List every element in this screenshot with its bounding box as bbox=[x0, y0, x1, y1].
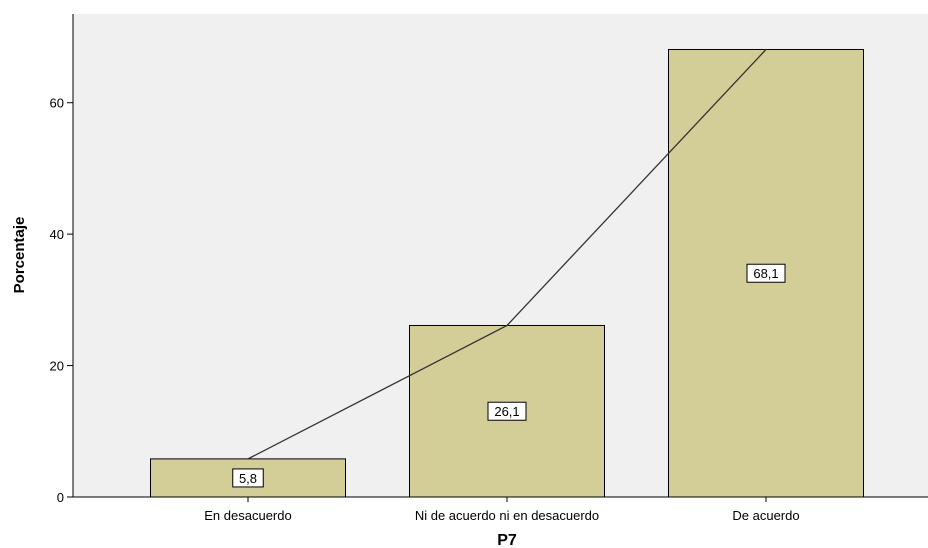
data-label-box-1 bbox=[487, 401, 527, 421]
x-tick-label-0: En desacuerdo bbox=[204, 508, 291, 523]
data-label-0: 5,8 bbox=[239, 471, 257, 486]
trend-line bbox=[247, 49, 767, 460]
data-labels-group: 5,8 26,1 68,1 bbox=[232, 263, 786, 488]
y-tick-label-2: 40 bbox=[50, 227, 64, 242]
y-tick-label-3: 60 bbox=[50, 96, 64, 111]
x-axis-title: P7 bbox=[497, 532, 517, 548]
y-tick-label-0: 0 bbox=[57, 490, 64, 505]
data-label-1: 26,1 bbox=[494, 404, 519, 419]
x-tick-label-2: De acuerdo bbox=[732, 508, 799, 523]
y-axis-title: Porcentaje bbox=[11, 217, 28, 294]
data-label-box-0 bbox=[232, 468, 264, 488]
data-label-2: 68,1 bbox=[753, 266, 778, 281]
x-ticks-group: En desacuerdo Ni de acuerdo ni en desacue… bbox=[204, 497, 800, 523]
y-tick-label-1: 20 bbox=[50, 359, 64, 374]
data-label-box-2 bbox=[746, 263, 786, 283]
y-ticks-group: 0 20 40 60 bbox=[50, 96, 73, 505]
x-tick-label-1: Ni de acuerdo ni en desacuerdo bbox=[415, 508, 599, 523]
